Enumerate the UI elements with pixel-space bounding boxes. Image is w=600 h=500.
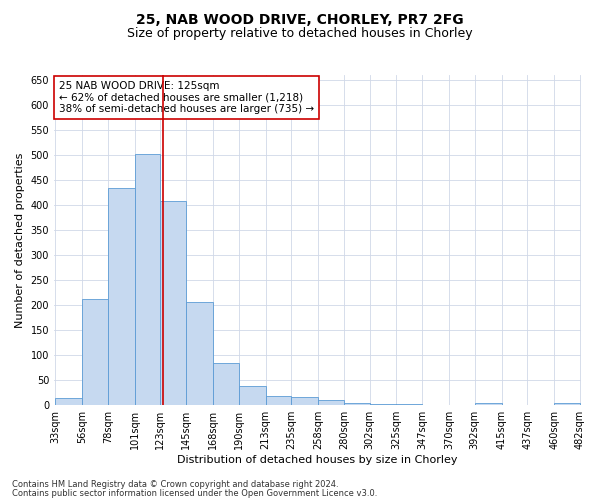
Bar	[449, 404, 475, 405]
Bar	[344, 402, 370, 405]
Text: Contains public sector information licensed under the Open Government Licence v3: Contains public sector information licen…	[12, 488, 377, 498]
Bar	[134, 154, 160, 405]
Bar	[239, 386, 266, 405]
Bar	[108, 188, 134, 405]
Bar	[318, 400, 344, 405]
Bar	[160, 201, 186, 405]
Y-axis label: Number of detached properties: Number of detached properties	[15, 152, 25, 328]
Bar	[475, 402, 502, 405]
Bar	[213, 362, 239, 405]
X-axis label: Distribution of detached houses by size in Chorley: Distribution of detached houses by size …	[177, 455, 458, 465]
Bar	[370, 404, 397, 405]
Bar	[266, 396, 291, 405]
Bar	[554, 402, 580, 405]
Text: Contains HM Land Registry data © Crown copyright and database right 2024.: Contains HM Land Registry data © Crown c…	[12, 480, 338, 489]
Text: Size of property relative to detached houses in Chorley: Size of property relative to detached ho…	[127, 28, 473, 40]
Bar	[527, 404, 554, 405]
Text: 25 NAB WOOD DRIVE: 125sqm
← 62% of detached houses are smaller (1,218)
38% of se: 25 NAB WOOD DRIVE: 125sqm ← 62% of detac…	[59, 81, 314, 114]
Bar	[291, 396, 318, 405]
Bar	[186, 302, 213, 405]
Bar	[397, 404, 422, 405]
Bar	[502, 404, 527, 405]
Bar	[55, 398, 82, 405]
Bar	[422, 404, 449, 405]
Text: 25, NAB WOOD DRIVE, CHORLEY, PR7 2FG: 25, NAB WOOD DRIVE, CHORLEY, PR7 2FG	[136, 12, 464, 26]
Bar	[82, 298, 108, 405]
